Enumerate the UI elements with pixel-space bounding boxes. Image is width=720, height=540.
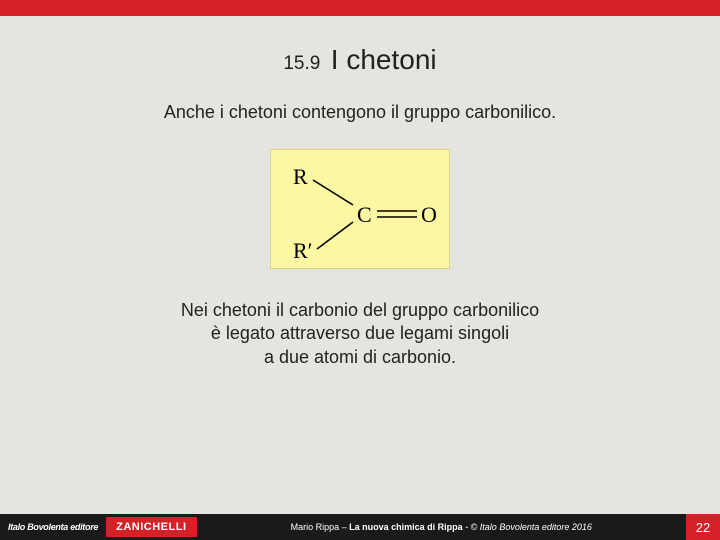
credit-title: La nuova chimica di Rippa [349,522,463,532]
ketone-structure-diagram: R R′ C O [270,149,450,269]
section-number: 15.9 [283,53,320,74]
body-line-3: a due atomi di carbonio. [0,346,720,369]
diagram-container: R R′ C O [0,149,720,269]
slide-title: I chetoni [331,44,437,75]
credit-tail: - © Italo Bovolenta editore 2016 [463,522,592,532]
body-line-1: Nei chetoni il carbonio del gruppo carbo… [0,299,720,322]
page-number: 22 [686,514,720,540]
label-c: C [357,202,372,227]
publisher-logo: Italo Bovolenta editore [8,522,98,532]
credit-author: Mario Rippa – [291,522,350,532]
accent-top-bar [0,0,720,16]
footer-bar: Italo Bovolenta editore ZANICHELLI Mario… [0,514,720,540]
slide-heading: 15.9 I chetoni [0,44,720,76]
body-paragraph: Nei chetoni il carbonio del gruppo carbo… [0,299,720,369]
intro-text: Anche i chetoni contengono il gruppo car… [0,102,720,123]
footer-credit: Mario Rippa – La nuova chimica di Rippa … [197,522,686,532]
label-o: O [421,202,437,227]
zanichelli-badge: ZANICHELLI [106,517,196,537]
bond-rprime-c [317,222,353,249]
ketone-svg: R R′ C O [271,150,451,270]
label-r: R [293,164,308,189]
bond-r-c [313,180,353,205]
body-line-2: è legato attraverso due legami singoli [0,322,720,345]
label-r-prime: R′ [293,238,313,263]
